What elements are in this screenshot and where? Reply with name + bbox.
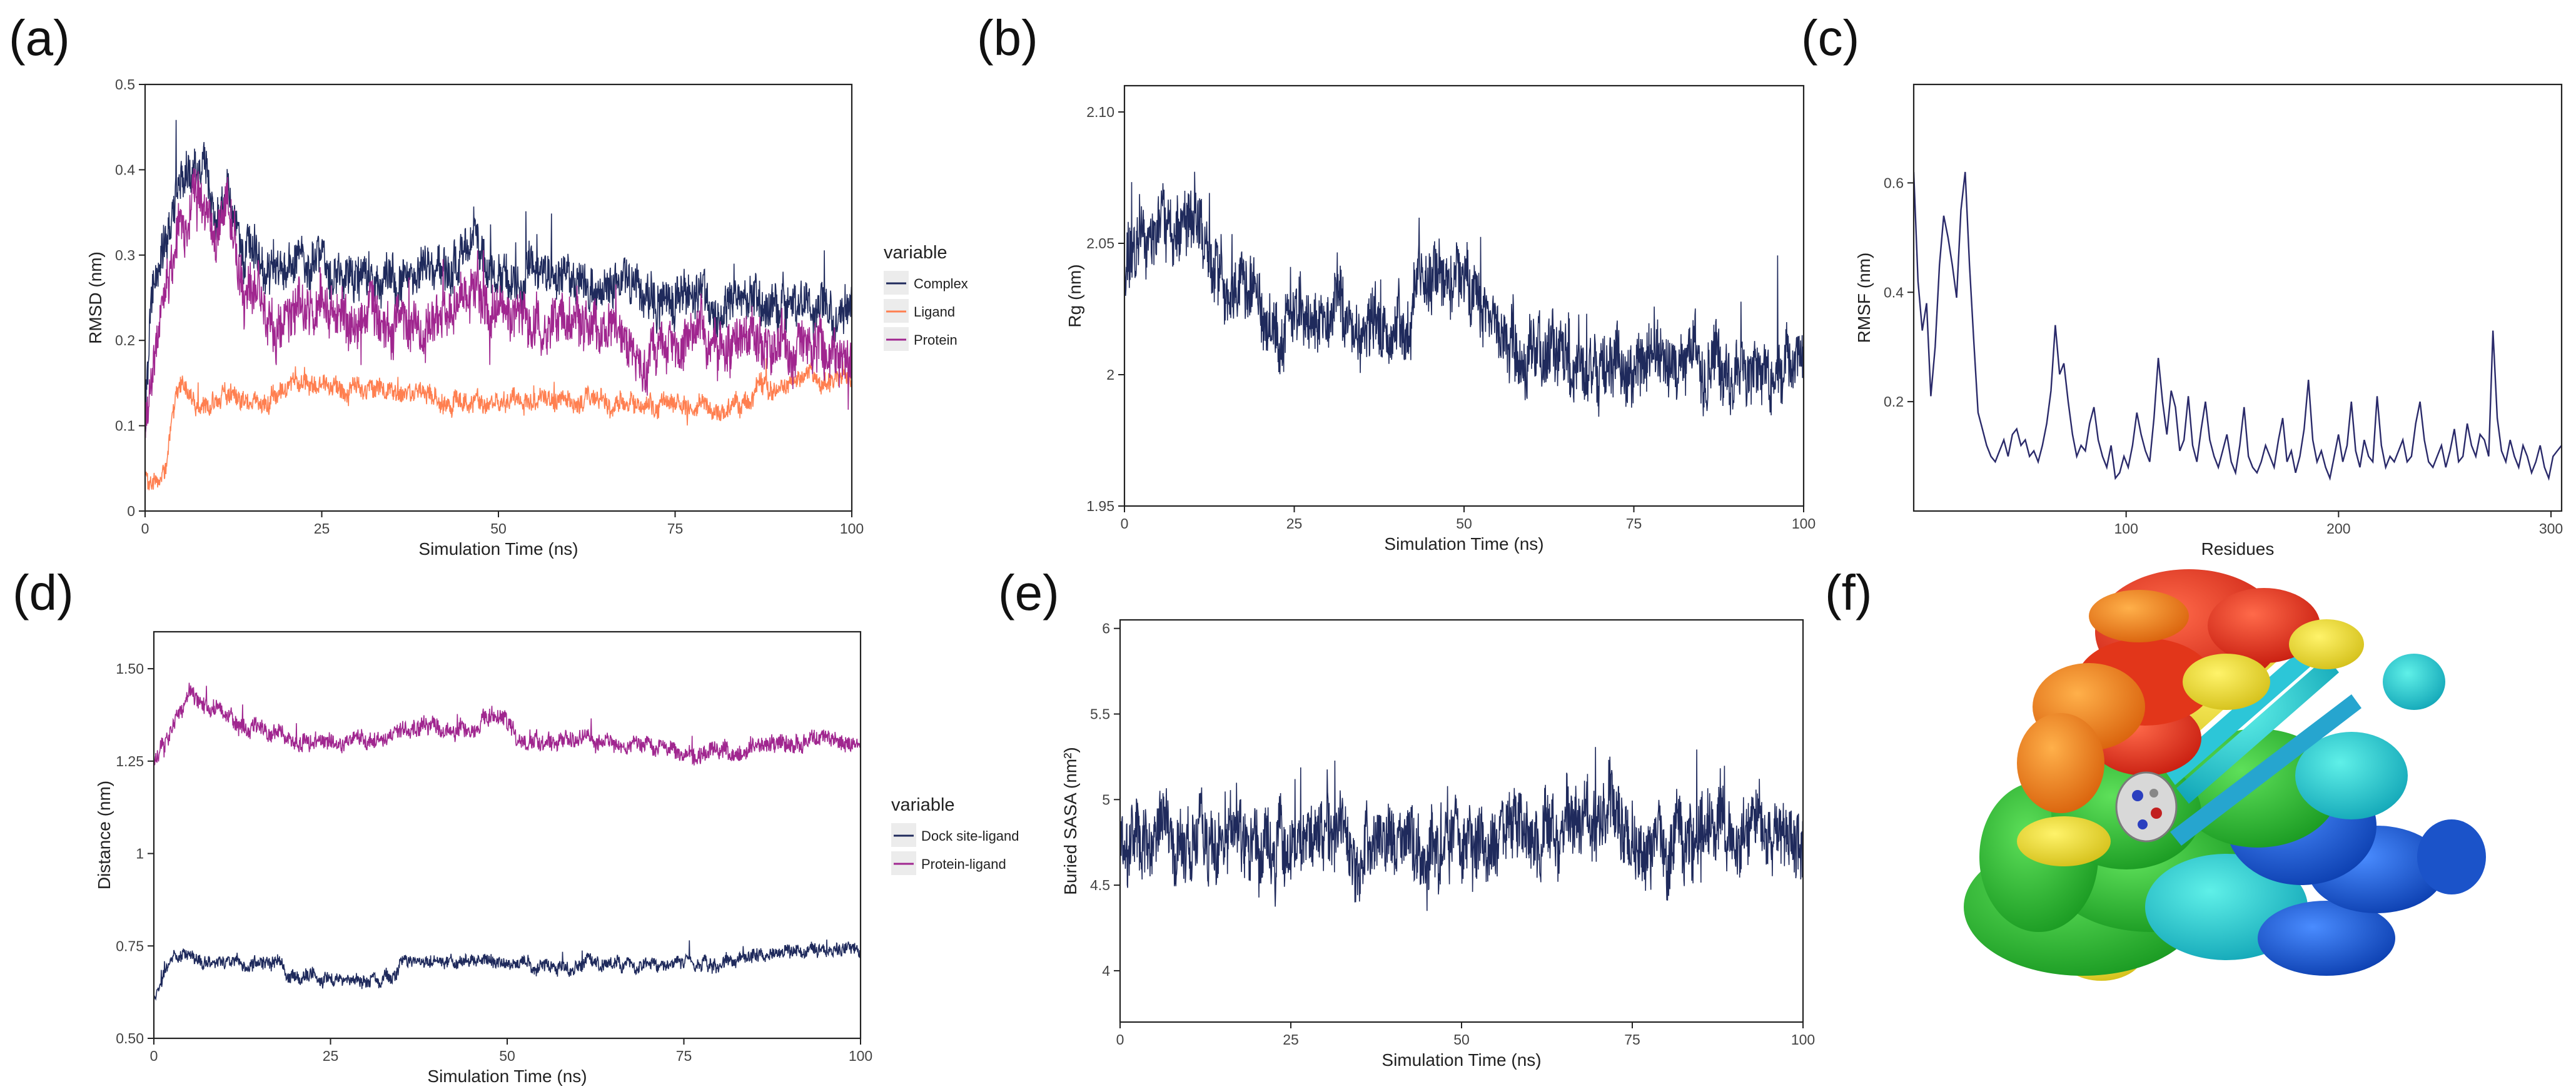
- panel-label-c: (c): [1801, 10, 1859, 66]
- x-tick-label: 50: [490, 520, 507, 537]
- plot-frame: [1912, 83, 2563, 512]
- x-tick-label: 100: [2114, 520, 2138, 537]
- y-tick-label: 1.25: [116, 753, 144, 769]
- y-tick-label: 4.5: [1090, 877, 1110, 893]
- x-tick-label: 300: [2539, 520, 2563, 537]
- x-axis-label: Simulation Time (ns): [1381, 1050, 1541, 1070]
- legend-entry-label: Complex: [914, 276, 968, 291]
- y-axis-label: RMSD (nm): [86, 251, 105, 344]
- y-tick-label: 0.1: [115, 418, 135, 434]
- y-tick-label: 5: [1102, 791, 1110, 808]
- x-tick-label: 100: [849, 1048, 872, 1064]
- x-tick-label: 75: [1624, 1031, 1640, 1048]
- x-tick-label: 75: [1626, 515, 1642, 532]
- series-line-protein-ligand: [154, 682, 861, 767]
- y-axis-label: RMSF (nm): [1854, 253, 1874, 343]
- y-tick-label: 2.10: [1086, 104, 1114, 120]
- x-tick-label: 200: [2326, 520, 2350, 537]
- x-tick-label: 50: [1456, 515, 1472, 532]
- legend: variable Complex Ligand Protein: [884, 243, 968, 351]
- y-axis-label: Distance (nm): [94, 781, 114, 889]
- x-tick-label: 75: [667, 520, 684, 537]
- legend-entry-label: Ligand: [914, 304, 955, 320]
- y-tick-label: 0.2: [115, 332, 135, 348]
- plot-frame: [153, 631, 862, 1040]
- chart-c: 100 200 300 0.2 0.4 0.6 Residues RMSF (nm): [1854, 83, 2563, 559]
- y-tick-label: 5.5: [1090, 706, 1110, 722]
- y-tick-label: 0: [127, 503, 135, 519]
- legend-entry-label: Protein-ligand: [921, 856, 1006, 872]
- x-tick-label: 25: [1283, 1031, 1299, 1048]
- y-tick-label: 0.50: [116, 1030, 144, 1046]
- x-tick-label: 50: [499, 1048, 515, 1064]
- series-line-rg: [1124, 171, 1804, 417]
- x-axis-label: Simulation Time (ns): [1384, 534, 1543, 554]
- series-line-ligand: [145, 358, 852, 490]
- y-axis-label: Buried SASA (nm²): [1061, 747, 1080, 895]
- ligand-icon: [2115, 771, 2178, 843]
- y-tick-label: 4: [1102, 963, 1110, 979]
- legend-title: variable: [884, 243, 947, 263]
- y-tick-label: 0.75: [116, 938, 144, 954]
- x-tick-label: 50: [1453, 1031, 1470, 1048]
- y-axis-label: Rg (nm): [1065, 264, 1084, 327]
- chart-d: 0 25 50 75 100 0.50 0.75 1 1.25 1.50 Simulation Ti…: [94, 631, 1019, 1086]
- x-tick-label: 25: [1286, 515, 1303, 532]
- y-tick-label: 1.50: [116, 661, 144, 677]
- x-tick-label: 0: [1116, 1031, 1124, 1048]
- x-tick-label: 25: [314, 520, 330, 537]
- chart-e: 0 25 50 75 100 4 4.5 5 5.5 6 Simulation Time (ns) B…: [1061, 619, 1815, 1070]
- y-tick-label: 0.3: [115, 247, 135, 263]
- chart-a: 0 25 50 75 100 0 0.1 0.2 0.3 0.4 0.5 Simulation Tim…: [86, 76, 968, 559]
- panel-label-d: (d): [13, 565, 74, 620]
- legend-entry-label: Dock site-ligand: [921, 828, 1019, 844]
- x-tick-label: 100: [1792, 515, 1816, 532]
- x-tick-label: 0: [141, 520, 149, 537]
- y-tick-label: 2.05: [1086, 235, 1114, 251]
- x-axis-label: Residues: [2201, 539, 2275, 559]
- x-axis-label: Simulation Time (ns): [427, 1066, 587, 1086]
- x-tick-label: 100: [1791, 1031, 1815, 1048]
- panel-label-a: (a): [9, 10, 70, 66]
- x-tick-label: 0: [1121, 515, 1129, 532]
- protein-structure-image: [1964, 569, 2486, 981]
- series-line-buried-sasa: [1120, 747, 1803, 911]
- y-tick-label: 0.2: [1884, 393, 1904, 410]
- y-tick-label: 0.6: [1884, 175, 1904, 191]
- series-line-dock-site-ligand: [154, 940, 861, 1001]
- series-line-protein: [145, 168, 852, 438]
- panel-label-b: (b): [977, 10, 1038, 66]
- y-tick-label: 2: [1106, 367, 1114, 383]
- y-tick-label: 0.5: [115, 76, 135, 93]
- series-line-rmsf: [1914, 171, 2562, 481]
- chart-b: 0 25 50 75 100 1.95 2 2.05 2.10 Simulation Time (…: [1065, 84, 1816, 554]
- y-tick-label: 0.4: [1884, 284, 1904, 300]
- x-tick-label: 100: [840, 520, 864, 537]
- y-tick-label: 1.95: [1086, 498, 1114, 514]
- y-tick-label: 1: [136, 846, 144, 862]
- y-tick-label: 6: [1102, 620, 1110, 637]
- legend-entry-label: Protein: [914, 332, 957, 348]
- x-axis-label: Simulation Time (ns): [418, 539, 578, 559]
- x-tick-label: 25: [323, 1048, 339, 1064]
- y-tick-label: 0.4: [115, 161, 135, 178]
- x-tick-label: 75: [676, 1048, 692, 1064]
- legend: variable Dock site-ligand Protein-ligand: [891, 795, 1019, 875]
- panel-label-e: (e): [998, 565, 1059, 620]
- x-tick-label: 0: [150, 1048, 158, 1064]
- legend-title: variable: [891, 795, 955, 815]
- series-line-complex: [145, 119, 852, 433]
- panel-label-f: (f): [1825, 565, 1872, 620]
